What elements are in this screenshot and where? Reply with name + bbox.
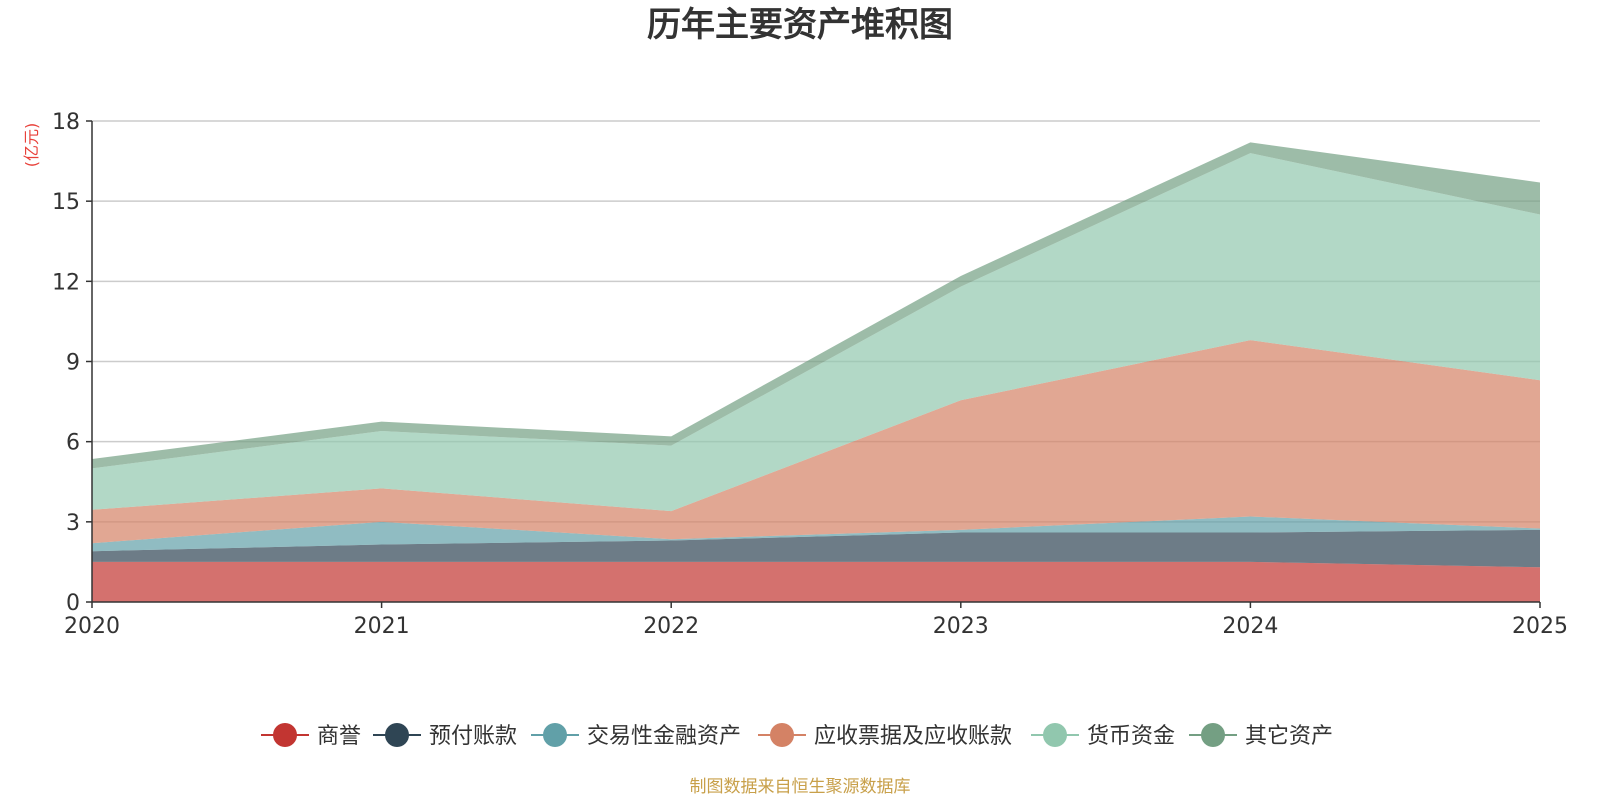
legend-label-1: 预付账款: [429, 724, 517, 749]
area-series-2: [92, 516, 1540, 552]
legend-item-3[interactable]: 应收票据及应收账款: [758, 723, 1012, 749]
x-tick-label-2023: 2023: [933, 614, 989, 639]
y-tick-label-12: 12: [52, 270, 80, 295]
legend-label-2: 交易性金融资产: [587, 724, 741, 749]
x-tick-label-2020: 2020: [64, 614, 120, 639]
legend-marker-3: [770, 723, 794, 747]
legend-label-0: 商誉: [317, 724, 361, 749]
legend-marker-1: [385, 723, 409, 747]
area-series-1: [92, 529, 1540, 568]
chart-title: 历年主要资产堆积图: [647, 5, 953, 45]
legend-marker-4: [1043, 723, 1067, 747]
legend-marker-5: [1201, 723, 1225, 747]
legend-marker-0: [273, 723, 297, 747]
y-tick-label-9: 9: [66, 351, 80, 376]
x-tick-label-2024: 2024: [1222, 614, 1278, 639]
y-axis-unit-label: (亿元): [22, 123, 41, 168]
y-tick-label-18: 18: [52, 110, 80, 135]
area-series-4: [92, 153, 1540, 512]
area-series-layer: [92, 142, 1540, 602]
area-series-3: [92, 340, 1540, 544]
legend-item-5[interactable]: 其它资产: [1189, 723, 1333, 749]
legend-item-2[interactable]: 交易性金融资产: [531, 723, 741, 749]
axes: 0 3 6 9 12 15 18 2020 2021 2022 2023 2024 2025: [52, 110, 1568, 639]
area-series-5: [92, 142, 1540, 469]
legend[interactable]: 商誉 预付账款 交易性金融资产 应收票据及应收账款 货币资金 其它资产: [261, 723, 1333, 749]
legend-item-1[interactable]: 预付账款: [373, 723, 517, 749]
legend-item-4[interactable]: 货币资金: [1031, 723, 1175, 749]
x-tick-label-2022: 2022: [643, 614, 699, 639]
x-tick-label-2021: 2021: [354, 614, 410, 639]
y-tick-label-0: 0: [66, 591, 80, 616]
y-tick-label-3: 3: [66, 511, 80, 536]
legend-label-3: 应收票据及应收账款: [814, 724, 1012, 749]
x-tick-label-2025: 2025: [1512, 614, 1568, 639]
legend-marker-2: [543, 723, 567, 747]
y-tick-label-6: 6: [66, 431, 80, 456]
legend-item-0[interactable]: 商誉: [261, 723, 361, 749]
legend-label-4: 货币资金: [1087, 724, 1175, 749]
data-source-note: 制图数据来自恒生聚源数据库: [690, 777, 911, 797]
legend-label-5: 其它资产: [1245, 724, 1333, 749]
y-tick-label-15: 15: [52, 190, 80, 215]
area-series-0: [92, 561, 1540, 602]
